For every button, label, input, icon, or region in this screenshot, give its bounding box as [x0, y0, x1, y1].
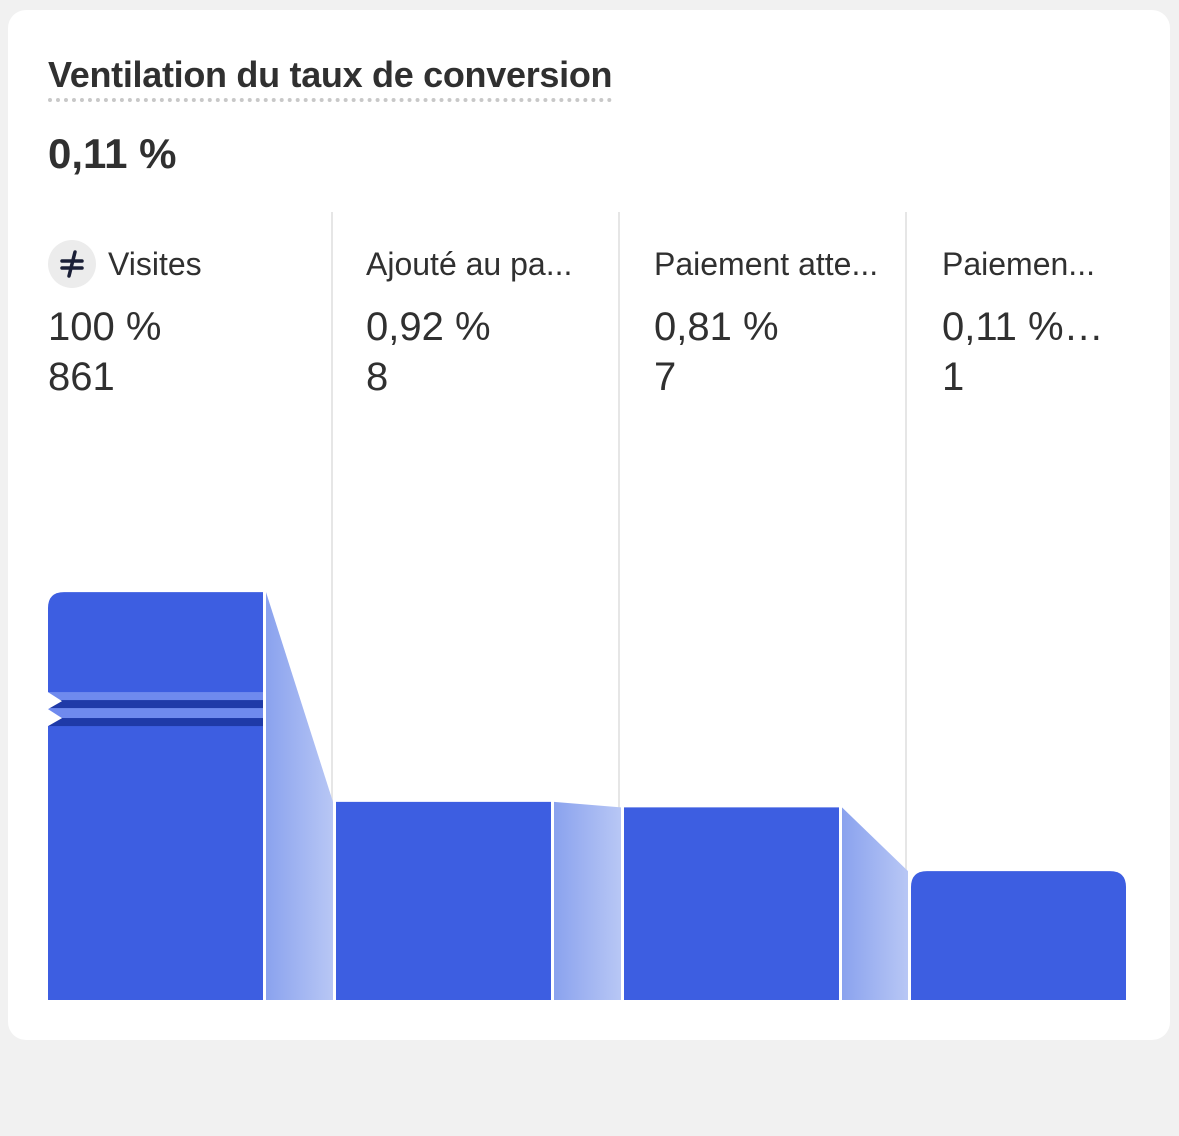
step-count: 7 — [654, 355, 677, 399]
step-rate: 0,81 % — [654, 305, 779, 349]
step-label-row: Visites — [48, 240, 202, 288]
step-count: 1 — [942, 355, 965, 399]
step-label: Paiement atte... — [654, 245, 879, 282]
step-column: Paiemen... 0,11 %… 1 — [942, 242, 1104, 402]
step-column: Ajouté au pa... 0,92 % 8 — [366, 242, 572, 402]
conversion-card: Ventilation du taux de conversion 0,11 %… — [8, 10, 1170, 1040]
funnel-flow — [554, 801, 621, 1000]
funnel-bar — [911, 871, 1126, 1000]
step-column: Paiement atte... 0,81 % 7 — [654, 242, 878, 402]
funnel-bar — [336, 801, 551, 1000]
step-count: 861 — [48, 355, 115, 399]
icon — [48, 240, 96, 288]
step-rate: 0,92 % — [366, 305, 491, 349]
step-count: 8 — [366, 355, 389, 399]
conversion-value: 0,11 % — [48, 130, 177, 177]
funnel — [48, 212, 1126, 1000]
card-title[interactable]: Ventilation du taux de conversion — [48, 54, 613, 102]
step-rate: 0,11 %… — [942, 305, 1104, 349]
step-label-row: Paiement atte... — [654, 242, 878, 286]
funnel-flow — [842, 807, 908, 1000]
step-label: Paiemen... — [942, 245, 1095, 282]
axis-break — [48, 700, 263, 709]
step-label-row: Ajouté au pa... — [366, 242, 572, 286]
axis-break — [48, 718, 263, 727]
step-label: Ajouté au pa... — [366, 245, 573, 282]
step-rate: 100 % — [48, 305, 162, 349]
funnel-flow — [266, 592, 333, 1000]
step-label: Visites — [108, 245, 202, 282]
step-column: Visites 100 % 861 — [48, 240, 202, 402]
step-label-row: Paiemen... — [942, 242, 1104, 286]
axis-break — [48, 692, 62, 727]
funnel-bar — [624, 807, 839, 1000]
funnel-bar — [48, 592, 263, 1000]
